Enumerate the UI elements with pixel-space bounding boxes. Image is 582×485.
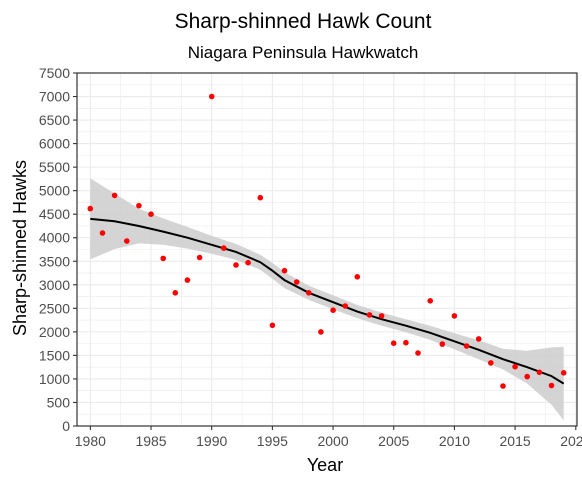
y-tick-label: 6500	[39, 112, 70, 128]
y-tick-label: 4500	[39, 206, 70, 222]
data-point	[184, 277, 191, 283]
data-point	[378, 313, 385, 319]
data-point	[548, 382, 555, 389]
data-point	[148, 211, 154, 217]
data-point	[475, 336, 482, 342]
data-point	[366, 312, 373, 318]
data-point	[512, 363, 518, 370]
y-axis-title: Sharp-shinned Hawks	[10, 160, 30, 336]
x-tick-label: 2010	[439, 433, 470, 449]
y-tick-label: 500	[47, 394, 71, 410]
x-tick-label: 1980	[75, 433, 106, 449]
x-tick-label: 1990	[196, 433, 227, 449]
data-point	[536, 369, 543, 376]
data-point	[524, 373, 530, 380]
y-tick-label: 6000	[39, 136, 70, 152]
data-point	[233, 262, 239, 268]
y-tick-label: 1000	[39, 371, 70, 387]
trend-line	[90, 217, 565, 385]
data-point	[269, 322, 276, 329]
y-tick-label: 3500	[39, 253, 70, 269]
x-tick-label: 2000	[317, 433, 348, 449]
data-point	[87, 205, 94, 212]
y-tick-label: 7000	[39, 89, 70, 105]
panel-border	[76, 72, 578, 427]
y-tick-label: 1500	[39, 347, 70, 363]
data-point	[306, 290, 312, 296]
data-point	[99, 230, 106, 236]
chart-title: Sharp-shinned Hawk Count	[175, 10, 432, 33]
data-point	[172, 290, 179, 296]
data-point	[488, 360, 494, 366]
x-axis-title: Year	[307, 455, 343, 475]
y-tick-label: 2000	[39, 324, 70, 340]
y-tick-label: 0	[62, 418, 70, 434]
data-point	[415, 350, 421, 356]
data-point	[342, 303, 349, 309]
y-tick-label: 3000	[39, 277, 70, 293]
x-tick-label: 2015	[500, 433, 531, 449]
data-point	[451, 313, 458, 319]
data-point	[463, 343, 470, 349]
data-point	[403, 339, 409, 346]
data-point	[160, 255, 166, 262]
y-tick-label: 5500	[39, 159, 70, 175]
data-point	[124, 238, 130, 244]
data-point	[390, 340, 397, 347]
data-point	[293, 279, 300, 285]
chart-subtitle: Niagara Peninsula Hawkwatch	[188, 43, 419, 62]
data-point	[111, 192, 118, 199]
data-point	[196, 254, 203, 261]
data-point	[439, 341, 446, 347]
data-point	[560, 370, 567, 376]
data-point	[208, 93, 215, 100]
data-point	[245, 259, 251, 266]
data-point	[281, 267, 288, 274]
y-tick-label: 7500	[39, 65, 70, 81]
data-point	[500, 383, 506, 389]
data-point	[354, 274, 361, 280]
data-point	[257, 194, 264, 201]
data-point	[221, 245, 227, 251]
y-tick-label: 4000	[39, 230, 70, 246]
data-point	[318, 329, 324, 335]
x-tick-label: 1985	[135, 433, 166, 449]
y-tick-label: 5000	[39, 183, 70, 199]
data-point	[136, 202, 142, 209]
y-tick-label: 2500	[39, 300, 70, 316]
x-tick-label: 2005	[378, 433, 409, 449]
data-point	[330, 307, 336, 314]
data-point	[427, 298, 434, 304]
x-tick-label: 1995	[257, 433, 288, 449]
